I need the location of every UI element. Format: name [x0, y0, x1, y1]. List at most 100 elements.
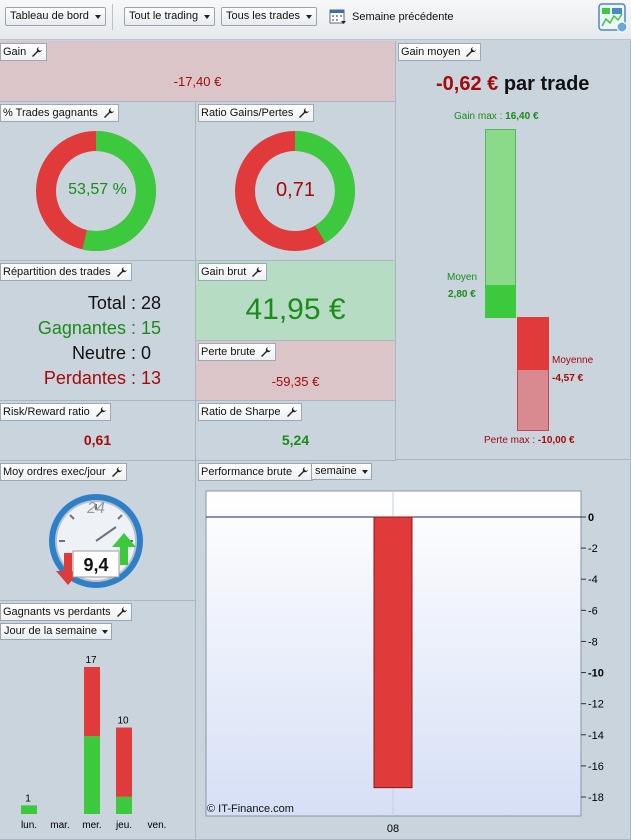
repartition-header[interactable]: Répartition des trades [0, 263, 132, 281]
wrench-icon[interactable] [250, 265, 264, 279]
repartition-perdantes: Perdantes : 13 [44, 368, 161, 389]
repartition-total: Total : 28 [88, 293, 161, 314]
perf-y-label: -2 [588, 543, 598, 555]
wrench-icon[interactable] [115, 265, 129, 279]
gvp-title: Gagnants vs perdants [3, 606, 111, 618]
gain-brut-value: 41,95 € [245, 293, 346, 326]
gain-moyen-value: -0,62 € [436, 73, 499, 95]
trading-dropdown-label: Tout le trading [129, 10, 199, 22]
gvp-day-label: mar. [50, 820, 69, 831]
wrench-icon[interactable] [102, 106, 116, 120]
gain-max-label: Gain max : [454, 111, 503, 122]
perf-y-label: 0 [588, 512, 594, 524]
trades-dropdown-label: Tous les trades [226, 10, 300, 22]
calendar-icon[interactable] [329, 7, 347, 25]
sharpe-header[interactable]: Ratio de Sharpe [198, 403, 302, 421]
gain-moyen-panel: Gain moyen -0,62 € par trade Gain max : … [396, 41, 631, 460]
wrench-icon[interactable] [285, 405, 299, 419]
wrench-icon[interactable] [464, 45, 478, 59]
copyright-text: © IT-Finance.com [207, 803, 294, 815]
trades-dropdown[interactable]: Tous les trades [221, 7, 317, 26]
ratio-panel: Ratio Gains/Pertes 0,71 [196, 102, 396, 261]
perf-title: Performance brute [201, 466, 293, 478]
ratio-value: 0,71 [276, 179, 315, 201]
neutre-value: 0 [140, 343, 151, 363]
perte-brute-value: -59,35 € [271, 374, 320, 389]
gvp-win-bar [21, 805, 37, 814]
clock-number: 24 [87, 500, 105, 517]
perf-header[interactable]: Performance brute [198, 463, 314, 481]
perte-brute-header[interactable]: Perte brute [198, 343, 277, 361]
wrench-icon[interactable] [115, 605, 129, 619]
gvp-day-label: ven. [148, 820, 167, 831]
wrench-icon[interactable] [296, 465, 310, 479]
perf-period-label: semaine [315, 465, 357, 477]
gvp-selector-label: Jour de la semaine [4, 625, 97, 637]
ratio-header[interactable]: Ratio Gains/Pertes [198, 104, 315, 122]
win-pct-value: 53,57 % [68, 181, 127, 198]
sharpe-panel: Ratio de Sharpe 5,24 [196, 401, 396, 461]
total-value: 28 [140, 293, 161, 313]
gvp-win-bar [116, 796, 132, 814]
moyenne-label: Moyenne [552, 355, 594, 366]
wrench-icon[interactable] [30, 45, 44, 59]
clock-icon [49, 494, 143, 588]
win-pct-header[interactable]: % Trades gagnants [0, 104, 119, 122]
gvp-header[interactable]: Gagnants vs perdants [0, 603, 132, 621]
ratio-title: Ratio Gains/Pertes [201, 107, 294, 119]
chevron-down-icon [305, 15, 312, 19]
repartition-neutre: Neutre : 0 [72, 343, 151, 364]
gain-brut-panel: Gain brut 41,95 € [196, 261, 396, 341]
gagnantes-value: 15 [140, 318, 161, 338]
perte-max-line: Perte max : -10,00 € [484, 435, 575, 446]
wrench-icon[interactable] [297, 106, 311, 120]
dashboard-dropdown-label: Tableau de bord [10, 10, 89, 22]
trading-dropdown[interactable]: Tout le trading [124, 7, 216, 26]
gain-header[interactable]: Gain [0, 43, 48, 61]
moyen-value: 2,80 € [448, 289, 476, 300]
period-label[interactable]: Semaine précédente [352, 11, 454, 23]
ordres-header[interactable]: Moy ordres exec/jour [0, 463, 127, 481]
gain-moyen-header[interactable]: Gain moyen [398, 43, 482, 61]
repartition-title: Répartition des trades [3, 266, 111, 278]
moyen-gain-bar [485, 285, 516, 318]
gvp-selector[interactable]: Jour de la semaine [0, 623, 112, 640]
moyenne-value: -4,57 € [552, 373, 584, 384]
neutre-label: Neutre : [71, 343, 136, 363]
perf-y-label: -6 [588, 605, 598, 617]
perf-y-label: -18 [588, 792, 604, 804]
gain-title: Gain [3, 46, 27, 58]
ordres-title: Moy ordres exec/jour [3, 466, 106, 478]
perf-period-selector[interactable]: semaine [311, 463, 372, 480]
repartition-panel: Répartition des trades Total : 28 Gagnan… [0, 261, 196, 401]
chevron-down-icon [94, 15, 101, 19]
perte-brute-title: Perte brute [201, 346, 256, 358]
perte-max-label: Perte max : [484, 435, 536, 446]
wrench-icon[interactable] [259, 345, 273, 359]
moyen-label: Moyen [447, 272, 478, 283]
ordres-value: 9,4 [83, 555, 109, 575]
risk-reward-header[interactable]: Risk/Reward ratio [0, 403, 111, 421]
gvp-day-label: mer. [82, 820, 101, 831]
repartition-gagnantes: Gagnantes : 15 [38, 318, 161, 339]
gvp-day-label: lun. [21, 820, 37, 831]
gvp-total-label: 10 [117, 716, 129, 727]
toolbar: Tableau de bord Tout le trading Tous les… [0, 0, 631, 40]
dashboard-settings-icon[interactable] [597, 2, 629, 34]
gvp-loss-bar [84, 667, 100, 737]
wrench-icon[interactable] [94, 405, 108, 419]
perf-bar[interactable] [373, 516, 413, 789]
risk-reward-title: Risk/Reward ratio [3, 406, 90, 418]
perte-brute-panel: Perte brute -59,35 € [196, 341, 396, 401]
ratio-donut [235, 131, 355, 251]
gagnantes-label: Gagnantes : [37, 318, 136, 338]
chevron-down-icon [361, 470, 368, 474]
perf-y-label: -4 [588, 574, 598, 586]
gain-brut-header[interactable]: Gain brut [198, 263, 268, 281]
gvp-win-bar [84, 736, 100, 814]
gain-moyen-headline: -0,62 € par trade [436, 73, 589, 96]
dashboard-dropdown[interactable]: Tableau de bord [5, 7, 106, 26]
wrench-icon[interactable] [110, 465, 124, 479]
perte-max-value: -10,00 € [537, 435, 575, 446]
perf-x-label: 08 [387, 823, 399, 835]
